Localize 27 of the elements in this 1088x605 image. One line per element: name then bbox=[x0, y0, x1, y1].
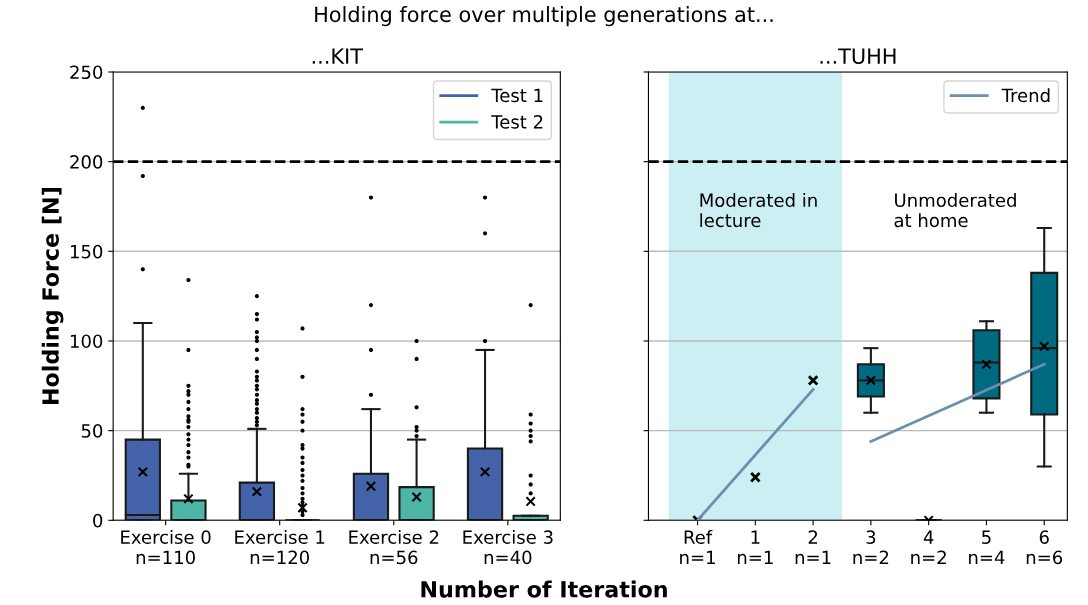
y-tick-label: 150 bbox=[70, 244, 103, 259]
x-tick-label: 3 n=2 bbox=[853, 530, 889, 564]
x-axis-title: Number of Iteration bbox=[421, 580, 667, 598]
x-tick-label: Ref n=1 bbox=[680, 530, 715, 564]
x-tick-label: Exercise 3 n=40 bbox=[463, 530, 553, 565]
x-tick-label: 2 n=1 bbox=[795, 530, 831, 564]
y-tick-label: 100 bbox=[70, 334, 103, 349]
y-tick-label: 0 bbox=[93, 513, 103, 528]
x-tick-label: Exercise 1 n=120 bbox=[235, 530, 325, 565]
x-tick-label: 1 n=1 bbox=[737, 530, 773, 564]
chart-title: Holding force over multiple generations at... bbox=[315, 6, 773, 27]
x-tick-label: Exercise 2 n=56 bbox=[349, 530, 439, 565]
x-tick-label: 6 n=6 bbox=[1026, 530, 1063, 565]
y-tick-label: 250 bbox=[70, 65, 103, 80]
legend-label: Test 2 bbox=[491, 115, 543, 129]
chart-subtitle: ...KIT bbox=[312, 48, 363, 64]
chart-subtitle: ...TUHH bbox=[820, 48, 896, 64]
x-tick-label: 5 n=4 bbox=[969, 530, 1005, 564]
legend-label: Trend bbox=[1001, 88, 1050, 103]
y-tick-label: 50 bbox=[81, 424, 103, 438]
annotation: Unmoderated at home bbox=[894, 193, 1016, 228]
x-tick-label: 4 n=2 bbox=[911, 530, 946, 564]
x-tick-label: Exercise 0 n=110 bbox=[121, 530, 211, 565]
y-tick-label: 200 bbox=[70, 155, 103, 169]
annotation: Moderated in lecture bbox=[700, 193, 817, 228]
y-axis-title: Holding Force [N] bbox=[41, 188, 64, 405]
legend-label: Test 1 bbox=[491, 88, 543, 103]
